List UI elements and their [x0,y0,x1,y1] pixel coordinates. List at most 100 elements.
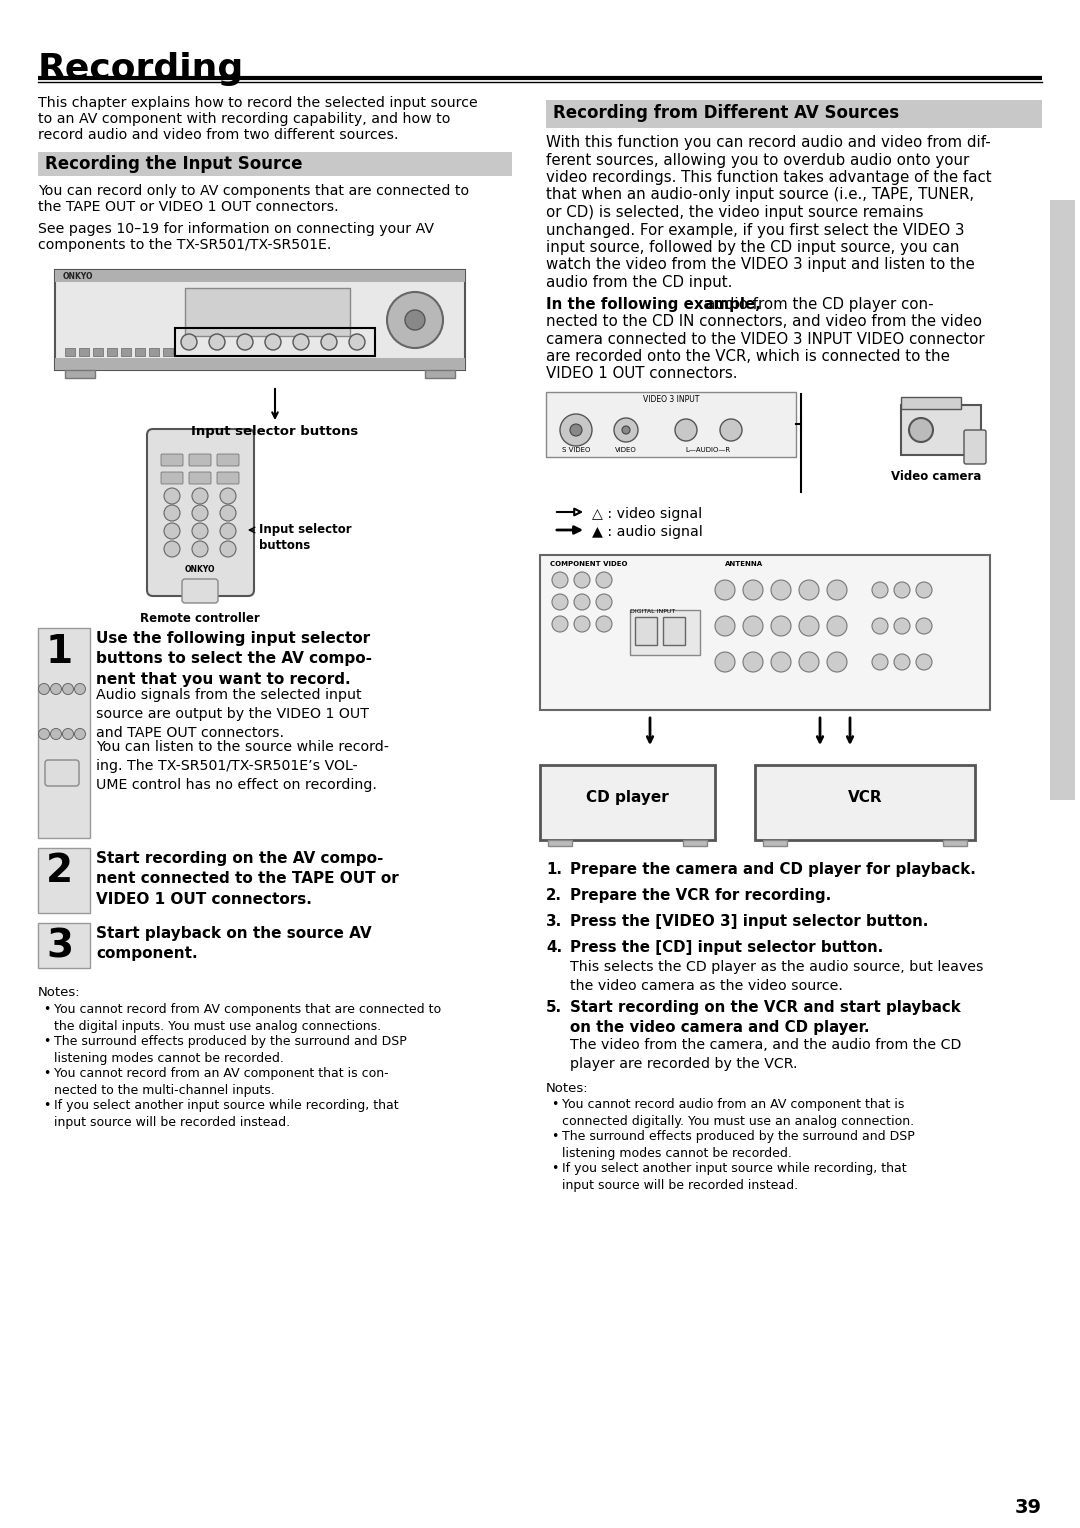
Bar [540,766,715,840]
Circle shape [715,581,735,601]
Bar [149,348,159,356]
FancyBboxPatch shape [161,472,183,484]
Circle shape [720,419,742,442]
Circle shape [552,616,568,633]
Bar [38,923,90,969]
Text: camera connected to the VIDEO 3 INPUT VIDEO connector: camera connected to the VIDEO 3 INPUT VI… [546,332,985,347]
Bar [79,348,89,356]
Circle shape [909,419,933,442]
Text: to an AV component with recording capability, and how to: to an AV component with recording capabi… [38,112,450,125]
Circle shape [192,487,208,504]
Text: 1.: 1. [546,862,562,877]
FancyBboxPatch shape [45,759,79,785]
Bar [121,348,131,356]
Circle shape [827,581,847,601]
FancyBboxPatch shape [217,454,239,466]
Circle shape [192,523,208,539]
Circle shape [827,616,847,636]
Circle shape [743,616,762,636]
Circle shape [743,652,762,672]
Circle shape [192,504,208,521]
Circle shape [916,582,932,597]
Circle shape [321,335,337,350]
Circle shape [771,581,791,601]
Text: unchanged. For example, if you first select the VIDEO 3: unchanged. For example, if you first sel… [546,223,964,237]
Text: are recorded onto the VCR, which is connected to the: are recorded onto the VCR, which is conn… [546,348,950,364]
Text: Notes:: Notes: [546,1082,589,1096]
Circle shape [596,571,612,588]
Text: audio from the CD input.: audio from the CD input. [546,275,732,290]
Text: Recording: Recording [38,52,244,86]
Circle shape [799,652,819,672]
Text: ONKYO: ONKYO [185,565,215,575]
Bar [901,405,981,455]
Bar [426,370,455,377]
Circle shape [39,729,50,740]
Text: Start playback on the source AV
component.: Start playback on the source AV componen… [96,926,372,961]
Text: 2: 2 [46,853,73,889]
Text: ferent sources, allowing you to overdub audio onto your: ferent sources, allowing you to overdub … [546,153,969,168]
Circle shape [63,729,73,740]
Circle shape [552,594,568,610]
Text: 2.: 2. [546,888,562,903]
Circle shape [220,487,237,504]
Bar [540,555,990,711]
Text: 3: 3 [46,927,73,966]
Circle shape [573,594,590,610]
Text: You can record only to AV components that are connected to: You can record only to AV components tha… [38,183,469,199]
Bar [546,99,1042,128]
Circle shape [715,616,735,636]
Bar [546,393,796,457]
Circle shape [192,541,208,558]
Circle shape [552,571,568,588]
Circle shape [675,419,697,442]
Text: •: • [43,1067,51,1080]
Text: audio from the CD player con-: audio from the CD player con- [706,296,933,312]
Circle shape [771,652,791,672]
Text: nected to the CD IN connectors, and video from the video: nected to the CD IN connectors, and vide… [546,313,982,329]
Circle shape [622,426,630,434]
Text: The surround effects produced by the surround and DSP
listening modes cannot be : The surround effects produced by the sur… [54,1034,407,1065]
Bar [38,151,512,176]
Bar [93,348,103,356]
Circle shape [405,310,426,330]
Text: •: • [43,1002,51,1016]
Bar [901,397,961,410]
Text: This selects the CD player as the audio source, but leaves
the video camera as t: This selects the CD player as the audio … [570,960,984,993]
Text: components to the TX-SR501/TX-SR501E.: components to the TX-SR501/TX-SR501E. [38,238,332,252]
Text: ONKYO: ONKYO [63,272,94,281]
Text: Start recording on the AV compo-
nent connected to the TAPE OUT or
VIDEO 1 OUT c: Start recording on the AV compo- nent co… [96,851,399,906]
Bar [55,270,465,283]
Text: Prepare the VCR for recording.: Prepare the VCR for recording. [570,888,832,903]
Text: input source, followed by the CD input source, you can: input source, followed by the CD input s… [546,240,959,255]
Text: 39: 39 [1015,1497,1042,1517]
Bar [135,348,145,356]
Circle shape [164,541,180,558]
Text: Notes:: Notes: [38,986,81,999]
Text: See pages 10–19 for information on connecting your AV: See pages 10–19 for information on conne… [38,222,434,235]
Bar [755,766,975,840]
Bar [55,358,465,370]
Text: VCR: VCR [848,790,882,805]
Text: VIDEO 3 INPUT: VIDEO 3 INPUT [643,396,699,403]
Bar [185,287,350,336]
Circle shape [573,571,590,588]
FancyBboxPatch shape [217,472,239,484]
Text: The surround effects produced by the surround and DSP
listening modes cannot be : The surround effects produced by the sur… [562,1131,915,1160]
Text: Recording the Input Source: Recording the Input Source [45,154,302,173]
Text: VIDEO 1 OUT connectors.: VIDEO 1 OUT connectors. [546,367,738,382]
Text: Press the [VIDEO 3] input selector button.: Press the [VIDEO 3] input selector butto… [570,914,929,929]
Circle shape [872,582,888,597]
Bar [663,617,685,645]
Text: This chapter explains how to record the selected input source: This chapter explains how to record the … [38,96,477,110]
Text: In the following example,: In the following example, [546,296,761,312]
Bar [762,840,787,847]
Text: •: • [551,1099,558,1111]
Text: 5.: 5. [546,999,562,1015]
Text: the TAPE OUT or VIDEO 1 OUT connectors.: the TAPE OUT or VIDEO 1 OUT connectors. [38,200,339,214]
Text: You cannot record audio from an AV component that is
connected digitally. You mu: You cannot record audio from an AV compo… [562,1099,914,1128]
Text: You cannot record from AV components that are connected to
the digital inputs. Y: You cannot record from AV components tha… [54,1002,441,1033]
Bar [635,617,657,645]
Circle shape [181,335,197,350]
Text: If you select another input source while recording, that
input source will be re: If you select another input source while… [54,1099,399,1129]
